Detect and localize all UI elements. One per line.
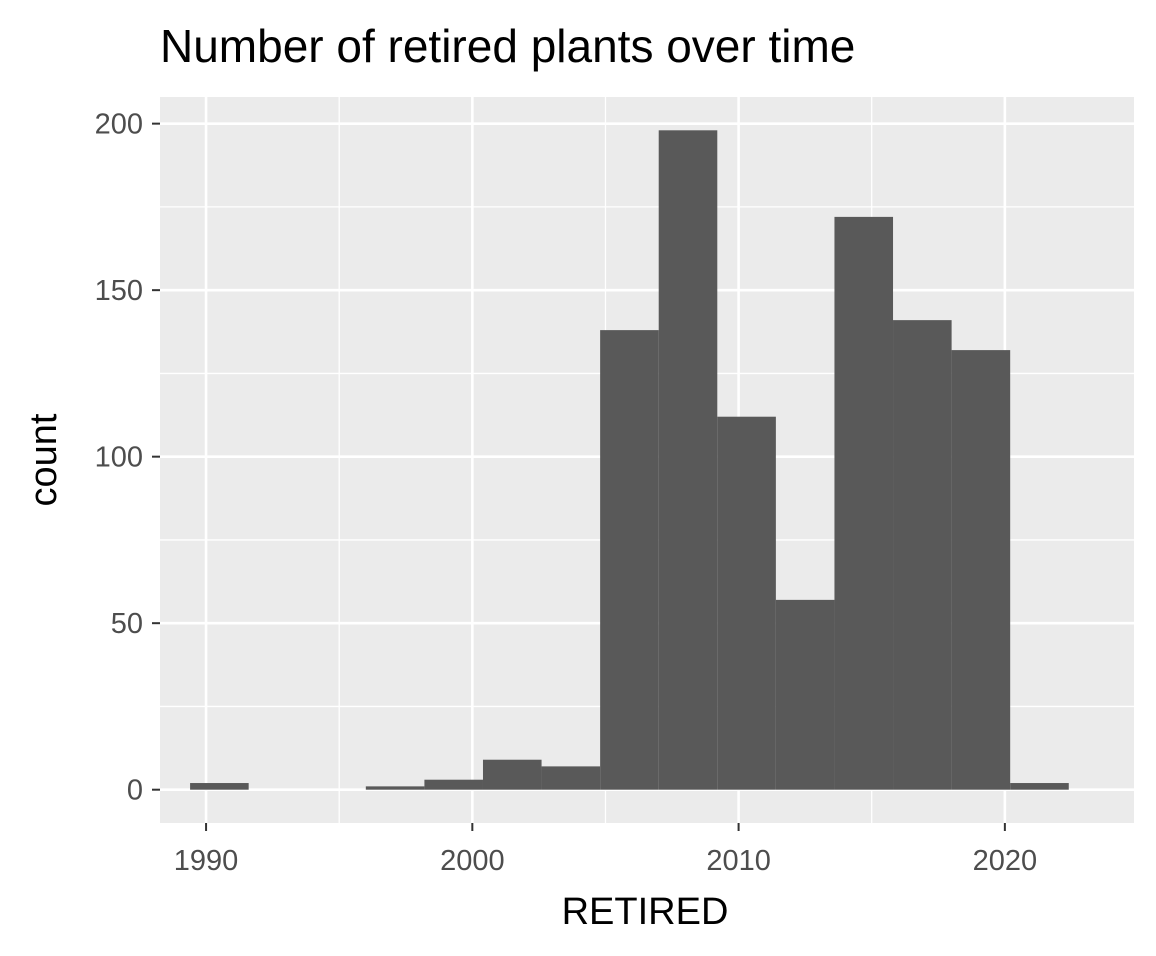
histogram-bar (424, 779, 483, 790)
histogram-bar (541, 766, 601, 790)
y-axis-title: count (23, 413, 65, 506)
histogram-bar (951, 350, 1011, 790)
histogram-bar (658, 130, 718, 790)
histogram-bar (600, 330, 659, 790)
histogram-bar (775, 599, 835, 790)
y-tick-label: 50 (111, 608, 143, 640)
y-tick-label: 200 (95, 109, 143, 141)
histogram-bar (893, 320, 952, 790)
chart-title: Number of retired plants over time (160, 20, 855, 72)
histogram-bar (190, 783, 249, 790)
x-axis-title: RETIRED (562, 891, 729, 933)
x-axis: 1990 2000 2010 2020 (174, 823, 1037, 877)
x-tick-label: 2010 (706, 845, 771, 877)
histogram-bar (717, 416, 776, 790)
y-tick-label: 0 (127, 775, 143, 807)
y-axis: 0 50 100 150 200 (95, 109, 160, 807)
histogram-bar (834, 216, 894, 790)
histogram-bar (365, 786, 425, 790)
histogram-bar (1010, 783, 1069, 790)
x-tick-label: 2000 (440, 845, 505, 877)
bars (190, 130, 1069, 790)
y-tick-label: 150 (95, 275, 143, 307)
histogram-bar (482, 759, 542, 790)
x-tick-label: 2020 (973, 845, 1038, 877)
x-tick-label: 1990 (174, 845, 239, 877)
y-tick-label: 100 (95, 442, 143, 474)
